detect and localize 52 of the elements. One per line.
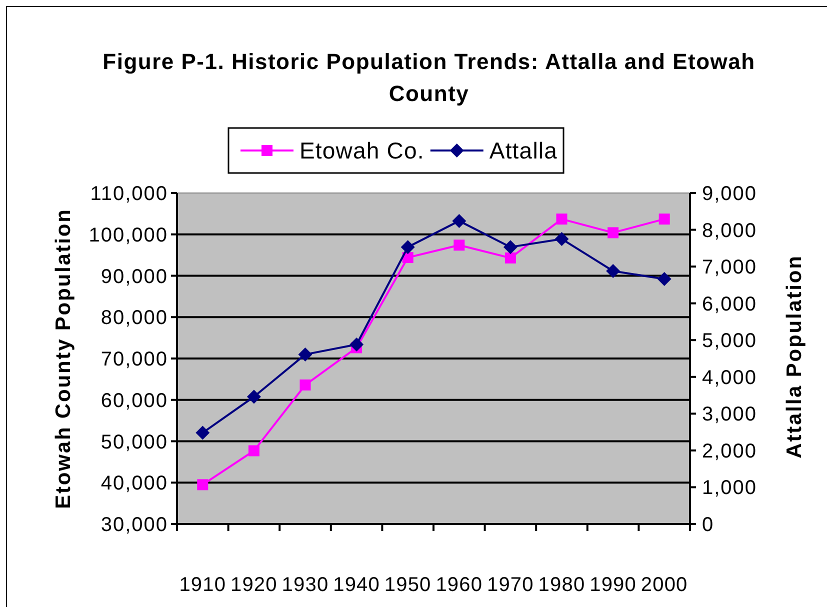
point: [658, 214, 670, 225]
x-tick-label: 1940: [333, 574, 380, 596]
y2-axis-title: Attalla Population: [783, 254, 806, 458]
point: [556, 214, 568, 225]
point: [608, 227, 619, 238]
y2-tick-label: 3,000: [702, 404, 758, 426]
legend-label: Etowah Co.: [299, 138, 424, 164]
x-tick-label: 2000: [640, 574, 688, 596]
y2-tick-label: 7,000: [702, 256, 758, 279]
y-tick-label: 90,000: [100, 266, 168, 288]
point: [350, 338, 364, 352]
x-tick-label: 1970: [486, 574, 534, 596]
point: [298, 347, 312, 362]
y2-tick-label: 5,000: [702, 330, 758, 352]
point: [248, 445, 260, 456]
x-tick-label: 1990: [590, 574, 637, 596]
y2-tick-label: 8,000: [702, 220, 758, 242]
y2-tick-label: 2,000: [702, 440, 758, 462]
y2-tick-label: 0: [702, 514, 714, 536]
x-tick-label: 1960: [436, 574, 483, 596]
y-tick-label: 50,000: [100, 431, 168, 454]
y2-tick-label: 1,000: [702, 477, 758, 500]
y2-tick-label: 9,000: [702, 183, 758, 205]
legend-label: Attalla: [489, 138, 558, 164]
point: [196, 426, 210, 440]
y-tick-label: 60,000: [100, 390, 168, 412]
point: [606, 264, 620, 278]
y-tick-label: 80,000: [100, 307, 168, 330]
point: [197, 479, 208, 490]
x-tick-label: 1950: [384, 574, 432, 596]
y-tick-label: 30,000: [100, 514, 168, 536]
point: [504, 252, 516, 264]
point: [400, 240, 415, 254]
y2-tick-label: 4,000: [702, 366, 758, 389]
point: [454, 240, 465, 251]
chart-title: Figure P-1. Historic Population Trends: Attalla and Etowah County: [102, 49, 756, 106]
y-axis-title: Etowah County Population: [52, 208, 75, 509]
y-tick-label: 100,000: [88, 224, 168, 246]
y-tick-label: 70,000: [100, 348, 168, 370]
x-tick-label: 1980: [538, 574, 586, 596]
y-tick-label: 40,000: [100, 472, 168, 495]
point: [503, 240, 518, 254]
y2-tick-label: 6,000: [702, 293, 758, 316]
point: [246, 390, 261, 404]
point: [300, 379, 311, 390]
x-tick-label: 1930: [282, 574, 329, 596]
y-tick-label: 110,000: [90, 183, 168, 205]
point: [657, 272, 672, 286]
x-tick-label: 1920: [230, 574, 278, 596]
point: [554, 232, 569, 246]
point: [452, 214, 466, 228]
x-tick-label: 1910: [179, 574, 226, 596]
